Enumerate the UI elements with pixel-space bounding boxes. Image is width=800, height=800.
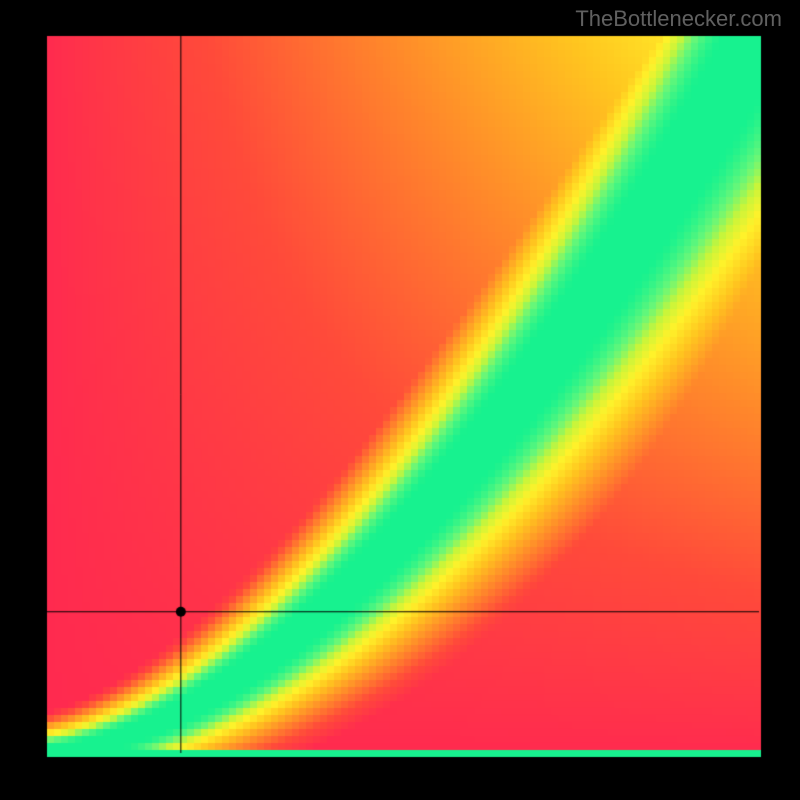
root-container: TheBottlenecker.com <box>0 0 800 800</box>
heatmap-canvas <box>0 0 800 800</box>
watermark-text: TheBottlenecker.com <box>575 6 782 32</box>
